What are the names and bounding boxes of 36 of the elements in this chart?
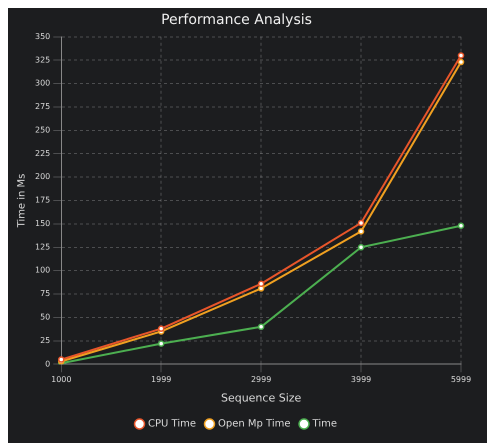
- point: [458, 58, 464, 66]
- chart-title: Performance Analysis: [161, 12, 312, 28]
- y-tick-label: 175: [34, 196, 50, 205]
- y-tick-label: 225: [34, 148, 50, 158]
- y-tick-label: 275: [34, 102, 50, 112]
- legend-label: CPU Time: [148, 418, 196, 430]
- y-axis-title: Time in Ms: [16, 174, 28, 228]
- point: [458, 222, 464, 230]
- point: [358, 228, 364, 235]
- x-axis-title: Sequence Size: [220, 391, 302, 404]
- point: [158, 325, 164, 332]
- x-tick-label: 2999: [250, 375, 272, 384]
- y-tick-label: 325: [34, 55, 50, 64]
- point: [258, 280, 264, 288]
- point: [358, 244, 364, 251]
- legend-label: Open Mp Time: [218, 418, 291, 430]
- y-tick-label: 50: [40, 312, 50, 322]
- y-tick-label: 150: [34, 218, 50, 228]
- y-tick-label: 250: [34, 125, 50, 134]
- point: [358, 220, 364, 226]
- y-tick-label: 125: [34, 242, 50, 252]
- y-tick-label: 300: [34, 78, 50, 88]
- legend-label: Time: [312, 418, 337, 430]
- y-tick-label: 75: [40, 289, 50, 298]
- y-tick-label: 200: [34, 172, 50, 182]
- x-tick-label: 5999: [450, 375, 472, 384]
- y-tick-label: 0: [45, 359, 50, 368]
- y-tick-label: 100: [34, 266, 50, 275]
- y-tick-label: 25: [40, 336, 50, 345]
- x-tick-label: 1999: [151, 375, 172, 384]
- point: [158, 340, 164, 347]
- point: [458, 52, 464, 59]
- x-tick-label: 1000: [51, 375, 72, 384]
- y-tick-label: 350: [34, 32, 50, 41]
- x-tick-label: 3999: [350, 375, 372, 384]
- point: [258, 324, 264, 330]
